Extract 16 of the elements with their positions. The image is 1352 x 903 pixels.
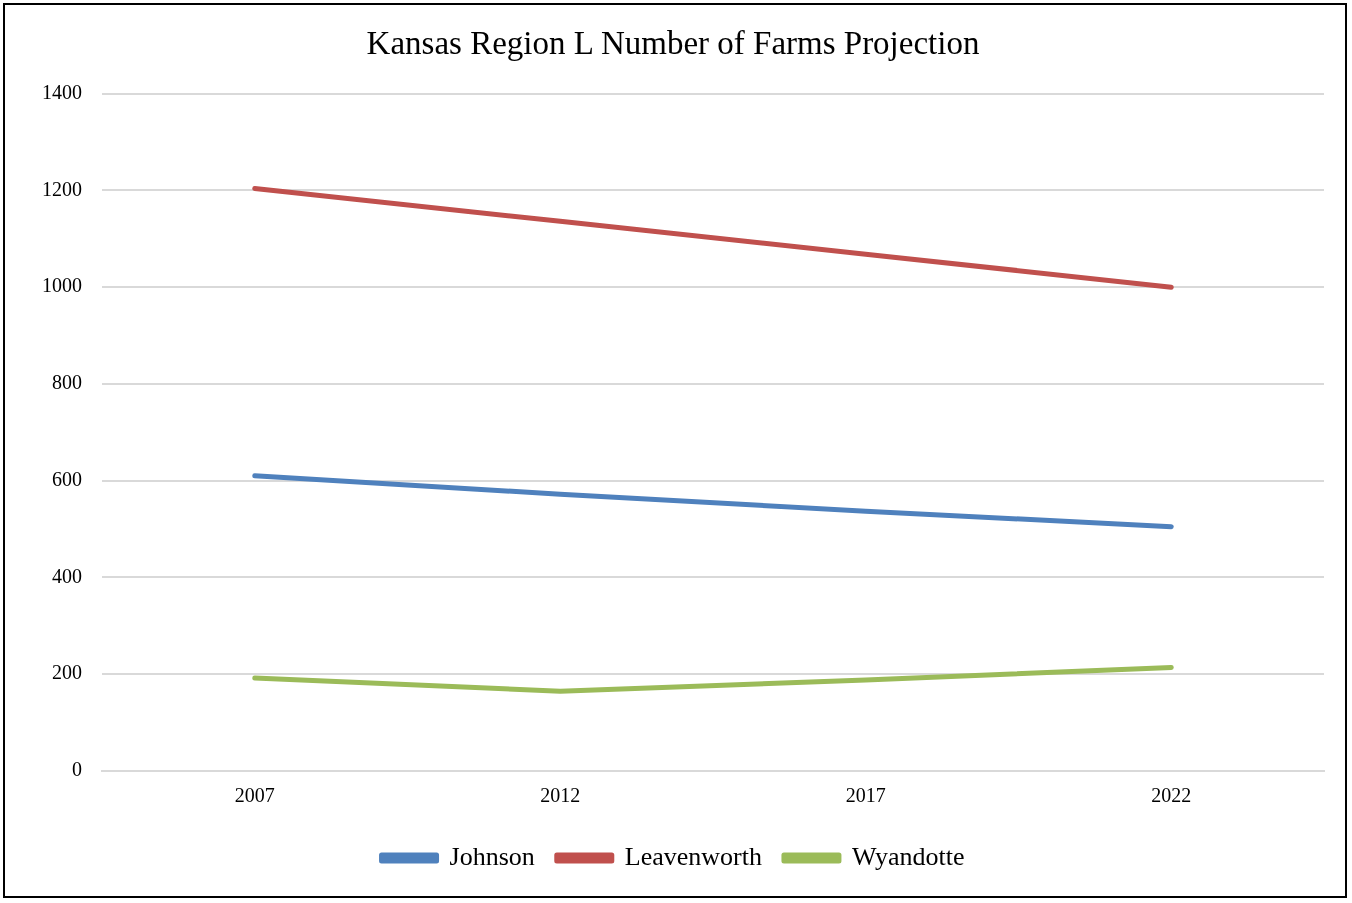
- legend-label: Johnson: [449, 841, 535, 871]
- chart-title: Kansas Region L Number of Farms Projection: [366, 25, 980, 62]
- legend-label: Leavenworth: [624, 841, 762, 871]
- x-tick-label: 2017: [845, 784, 886, 807]
- y-tick-label: 200: [52, 661, 82, 684]
- y-tick-label: 1000: [42, 274, 82, 297]
- y-tick-label: 1200: [42, 177, 82, 200]
- y-tick-label: 600: [52, 467, 82, 490]
- y-tick-label: 400: [52, 564, 82, 587]
- y-tick-label: 1400: [42, 80, 82, 103]
- y-tick-label: 800: [52, 371, 82, 394]
- y-tick-label: 0: [72, 758, 82, 781]
- x-tick-label: 2022: [1151, 784, 1192, 807]
- x-tick-label: 2007: [234, 784, 275, 807]
- legend-label: Wyandotte: [851, 841, 965, 871]
- x-tick-label: 2012: [540, 784, 581, 807]
